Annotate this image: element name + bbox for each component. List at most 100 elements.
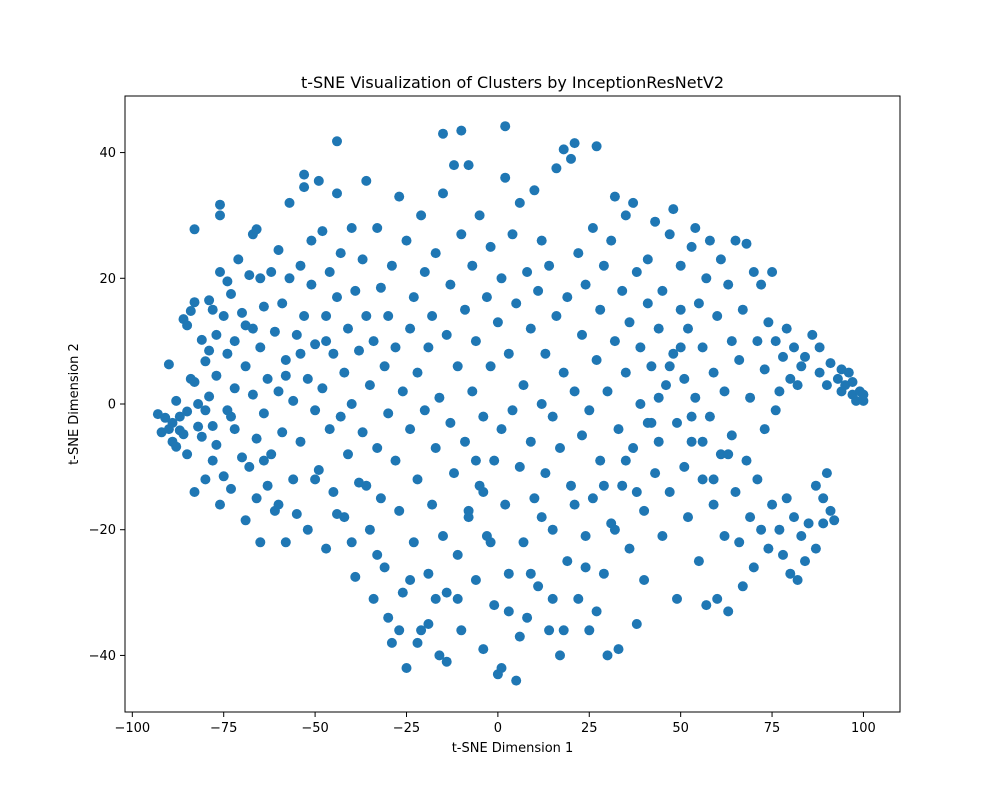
scatter-point	[569, 138, 580, 149]
scatter-point	[683, 512, 693, 523]
scatter-point	[412, 474, 423, 485]
scatter-point	[620, 210, 631, 221]
scatter-point	[299, 311, 310, 321]
scatter-point	[386, 637, 397, 648]
scatter-point	[456, 229, 467, 240]
scatter-point	[204, 295, 215, 306]
scatter-point	[628, 197, 639, 208]
x-tick-label: 100	[851, 721, 876, 736]
scatter-point	[642, 298, 653, 309]
scatter-point	[441, 656, 452, 667]
scatter-point	[613, 644, 624, 655]
scatter-point	[781, 323, 792, 334]
scatter-point	[551, 163, 562, 174]
scatter-point	[419, 267, 430, 277]
scatter-point	[774, 386, 785, 397]
scatter-point	[723, 279, 734, 290]
scatter-point	[792, 575, 803, 585]
scatter-point	[752, 474, 763, 485]
scatter-point	[306, 279, 317, 290]
scatter-point	[251, 493, 262, 504]
scatter-point	[339, 367, 350, 378]
x-tick-label: −25	[393, 721, 420, 736]
scatter-point	[489, 455, 500, 466]
scatter-point	[251, 224, 262, 235]
scatter-point	[690, 392, 701, 403]
scatter-point	[215, 499, 225, 510]
scatter-point	[708, 474, 719, 485]
scatter-point	[419, 405, 430, 416]
scatter-point	[514, 197, 525, 208]
scatter-point	[661, 380, 671, 391]
x-axis-label: t-SNE Dimension 1	[452, 741, 574, 756]
scatter-point	[642, 254, 653, 265]
scatter-point	[778, 549, 788, 560]
scatter-point	[255, 537, 266, 548]
scatter-point	[310, 405, 321, 416]
scatter-point	[496, 273, 507, 284]
scatter-point	[215, 199, 225, 210]
scatter-point	[412, 637, 423, 648]
scatter-point	[672, 417, 682, 428]
scatter-point	[361, 175, 372, 186]
scatter-point	[211, 329, 222, 340]
scatter-point	[218, 311, 229, 321]
scatter-point	[672, 593, 682, 604]
scatter-point	[525, 323, 536, 334]
scatter-point	[639, 505, 650, 516]
scatter-point	[807, 329, 818, 340]
scatter-point	[449, 160, 459, 171]
scatter-point	[222, 276, 233, 287]
scatter-point	[394, 191, 405, 202]
scatter-point	[218, 471, 229, 482]
scatter-point	[386, 260, 397, 271]
scatter-point	[200, 474, 211, 485]
scatter-point	[478, 487, 489, 497]
scatter-point	[737, 304, 748, 315]
scatter-point	[207, 421, 218, 431]
scatter-point	[737, 581, 748, 592]
scatter-point	[463, 512, 474, 523]
scatter-point	[481, 292, 492, 303]
scatter-point	[657, 531, 668, 541]
y-tick-label: −40	[89, 649, 116, 664]
scatter-point	[832, 373, 843, 384]
scatter-point	[470, 336, 481, 347]
scatter-point	[233, 254, 244, 265]
scatter-point	[332, 509, 342, 519]
scatter-point	[595, 455, 606, 466]
scatter-point	[598, 568, 609, 579]
scatter-point	[350, 571, 361, 582]
scatter-point	[620, 367, 631, 378]
scatter-point	[653, 392, 664, 403]
scatter-point	[653, 323, 664, 334]
scatter-point	[485, 537, 496, 548]
scatter-point	[584, 625, 595, 636]
scatter-point	[332, 188, 342, 199]
scatter-point	[163, 359, 174, 370]
scatter-point	[445, 279, 456, 290]
scatter-point	[189, 297, 200, 308]
scatter-point	[423, 568, 434, 579]
scatter-point	[569, 499, 580, 510]
scatter-point	[573, 248, 584, 259]
scatter-point	[697, 342, 708, 353]
scatter-point	[467, 386, 478, 397]
scatter-point	[496, 424, 507, 435]
scatter-point	[189, 487, 200, 497]
scatter-point	[825, 505, 836, 516]
y-tick-label: −20	[89, 523, 116, 538]
scatter-point	[204, 391, 215, 402]
scatter-point	[288, 474, 299, 485]
scatter-point	[704, 411, 715, 422]
scatter-point	[427, 499, 438, 510]
scatter-point	[240, 320, 251, 331]
scatter-point	[178, 429, 189, 440]
scatter-point	[555, 650, 565, 661]
scatter-point	[273, 499, 284, 510]
scatter-point	[182, 449, 193, 460]
scatter-point	[463, 160, 474, 171]
scatter-point	[810, 480, 821, 491]
scatter-point	[558, 367, 569, 378]
